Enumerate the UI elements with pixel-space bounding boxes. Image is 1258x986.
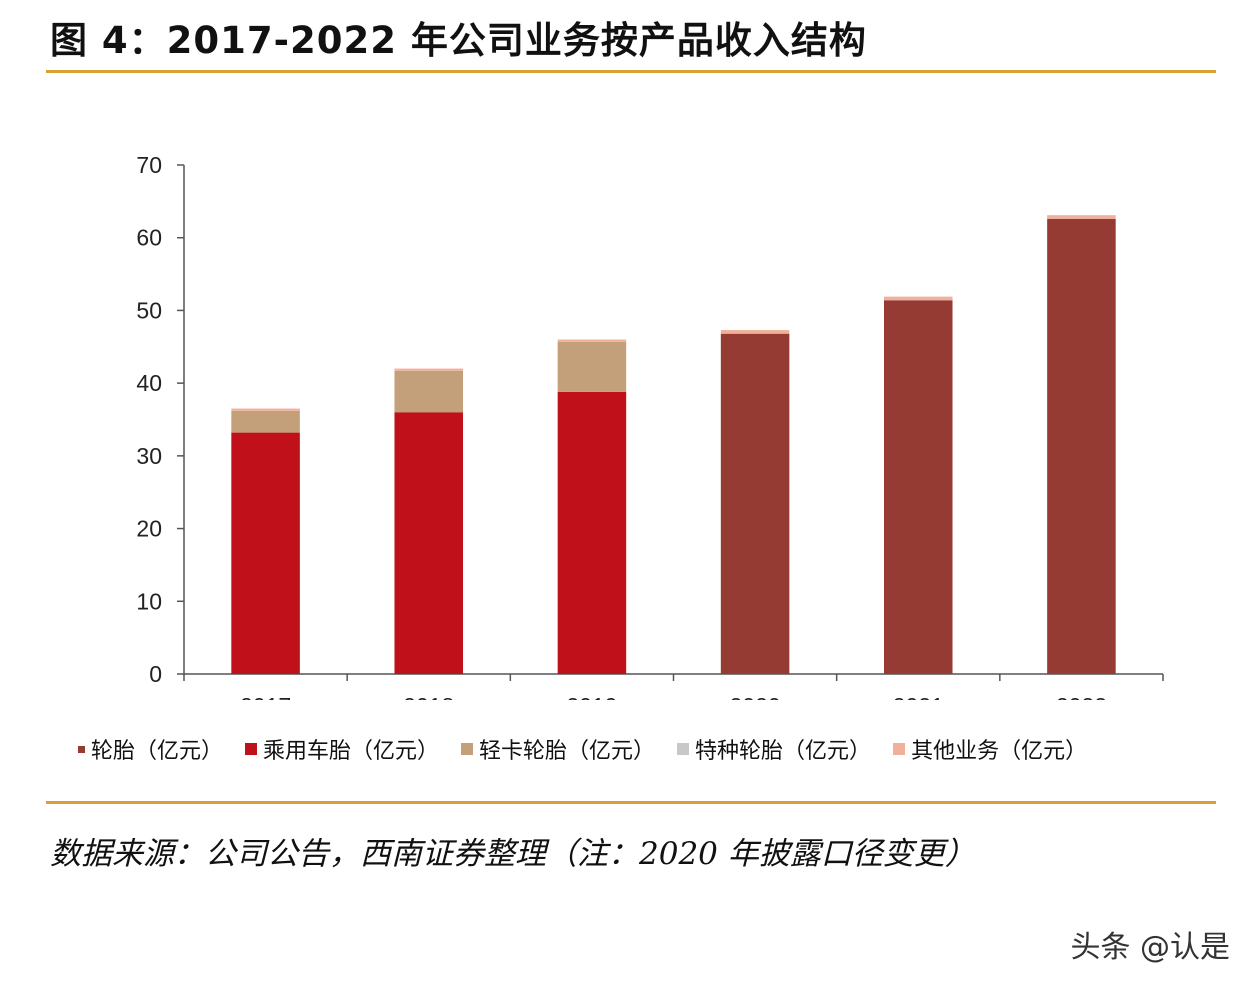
legend-item: 特种轮胎（亿元） (677, 733, 871, 765)
bar-segment (231, 410, 300, 433)
bars (231, 215, 1116, 674)
legend-item: 其他业务（亿元） (893, 733, 1087, 765)
x-tick-label: 2019 (566, 693, 617, 700)
legend-swatch (461, 743, 474, 755)
legend-item: 轻卡轮胎（亿元） (461, 733, 655, 765)
bar-segment (557, 339, 627, 342)
top-divider (46, 70, 1216, 73)
bar-segment (231, 408, 300, 411)
bar-segment (557, 341, 627, 392)
source-note: 数据来源：公司公告，西南证券整理（注：2020 年披露口径变更） (50, 836, 976, 872)
legend-label: 轮胎（亿元） (91, 739, 224, 764)
bar-segment (1047, 215, 1116, 219)
legend: 轮胎（亿元） 乘用车胎（亿元） 轻卡轮胎（亿元） 特种轮胎（亿元） 其他业务（亿元） (78, 733, 1109, 765)
page-title: 图 4：2017-2022 年公司业务按产品收入结构 (50, 19, 867, 62)
y-tick-label: 60 (136, 225, 162, 251)
y-tick-label: 30 (136, 443, 162, 469)
y-tick-label: 10 (136, 588, 162, 614)
bottom-divider (46, 801, 1216, 804)
legend-label: 乘用车胎（亿元） (263, 739, 440, 764)
legend-swatch (893, 743, 906, 755)
x-tick-label: 2018 (403, 693, 454, 700)
y-tick-label: 20 (136, 516, 162, 542)
x-axis: 2017 2018 2019 2020 2021 2022 (183, 673, 1164, 700)
y-axis: 0 10 20 30 40 50 60 70 (136, 152, 185, 687)
bar-segment (883, 300, 953, 674)
bar-segment (394, 412, 464, 674)
stacked-bar-chart: 0 10 20 30 40 50 60 70 2017 2018 2019 2020 2021 2022 (136, 152, 1164, 700)
legend-item: 轮胎（亿元） (78, 733, 223, 765)
bar-segment (394, 368, 464, 371)
y-tick-label: 0 (149, 661, 162, 687)
legend-label: 特种轮胎（亿元） (695, 739, 872, 764)
y-tick-label: 40 (136, 370, 162, 396)
legend-swatch (78, 745, 85, 753)
bar-segment (394, 370, 464, 413)
legend-item: 乘用车胎（亿元） (245, 733, 439, 765)
legend-label: 其他业务（亿元） (911, 739, 1088, 764)
y-tick-label: 50 (136, 297, 162, 323)
x-tick-label: 2021 (893, 693, 944, 700)
bar-segment (720, 330, 790, 334)
x-tick-label: 2022 (1056, 693, 1107, 700)
x-tick-label: 2017 (240, 693, 291, 700)
legend-label: 轻卡轮胎（亿元） (479, 739, 656, 764)
legend-swatch (677, 743, 690, 755)
bar-segment (883, 296, 953, 301)
bar-segment (557, 391, 627, 674)
bar-segment (231, 432, 300, 674)
watermark: 头条 @认是 (1070, 930, 1230, 965)
y-tick-label: 70 (136, 152, 162, 178)
x-tick-label: 2020 (729, 693, 780, 700)
legend-swatch (245, 743, 258, 755)
bar-segment (720, 333, 790, 674)
bar-segment (1047, 218, 1116, 674)
